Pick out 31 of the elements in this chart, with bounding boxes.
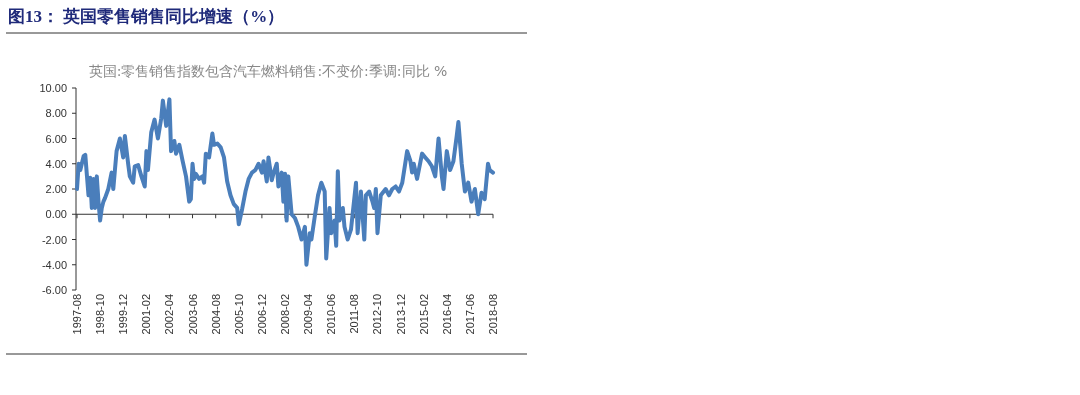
- y-tick-label: 10.00: [39, 82, 67, 94]
- x-tick-label: 2016-04: [440, 294, 453, 335]
- y-tick-label: -4.00: [41, 258, 67, 271]
- x-tick-label: 2017-06: [463, 294, 476, 335]
- line-series: [75, 97, 495, 267]
- x-tick-label: 1997-08: [71, 294, 83, 335]
- x-tick-label: 2015-02: [417, 294, 430, 335]
- x-tick-label: 2008-02: [279, 294, 292, 335]
- y-tick-label: -2.00: [41, 233, 67, 246]
- x-tick-label: 2018-08: [487, 294, 499, 335]
- y-tick-label: 8.00: [45, 107, 67, 120]
- x-tick-label: 2001-02: [140, 294, 153, 335]
- x-tick-label: 2012-10: [371, 294, 384, 335]
- y-tick-label: 2.00: [45, 183, 67, 195]
- x-tick-label: 2005-10: [232, 294, 245, 335]
- x-tick-label: 2004-08: [209, 294, 222, 335]
- x-tick-label: 2006-12: [255, 294, 268, 335]
- x-tick-label: 2009-04: [302, 294, 315, 335]
- x-tick-label: 2010-06: [325, 294, 338, 335]
- y-tick-label: 0.00: [45, 208, 67, 221]
- x-tick-label: 2003-06: [186, 294, 199, 335]
- chart-subtitle: 英国:零售销售指数包含汽车燃料销售:不变价:季调:同比 %: [88, 63, 448, 79]
- x-tick-label: 1998-10: [94, 294, 107, 335]
- x-tick-label: 2011-08: [348, 294, 361, 334]
- x-tick-label: 2002-04: [163, 294, 176, 335]
- chart-title: 图13： 英国零售销售同比增速（%）: [8, 7, 285, 26]
- y-tick-label: 4.00: [45, 157, 67, 170]
- y-tick-label: -6.00: [41, 284, 67, 296]
- x-tick-label: 2013-12: [394, 294, 407, 335]
- y-tick-label: 6.00: [45, 132, 67, 145]
- x-tick-label: 1999-12: [117, 294, 130, 335]
